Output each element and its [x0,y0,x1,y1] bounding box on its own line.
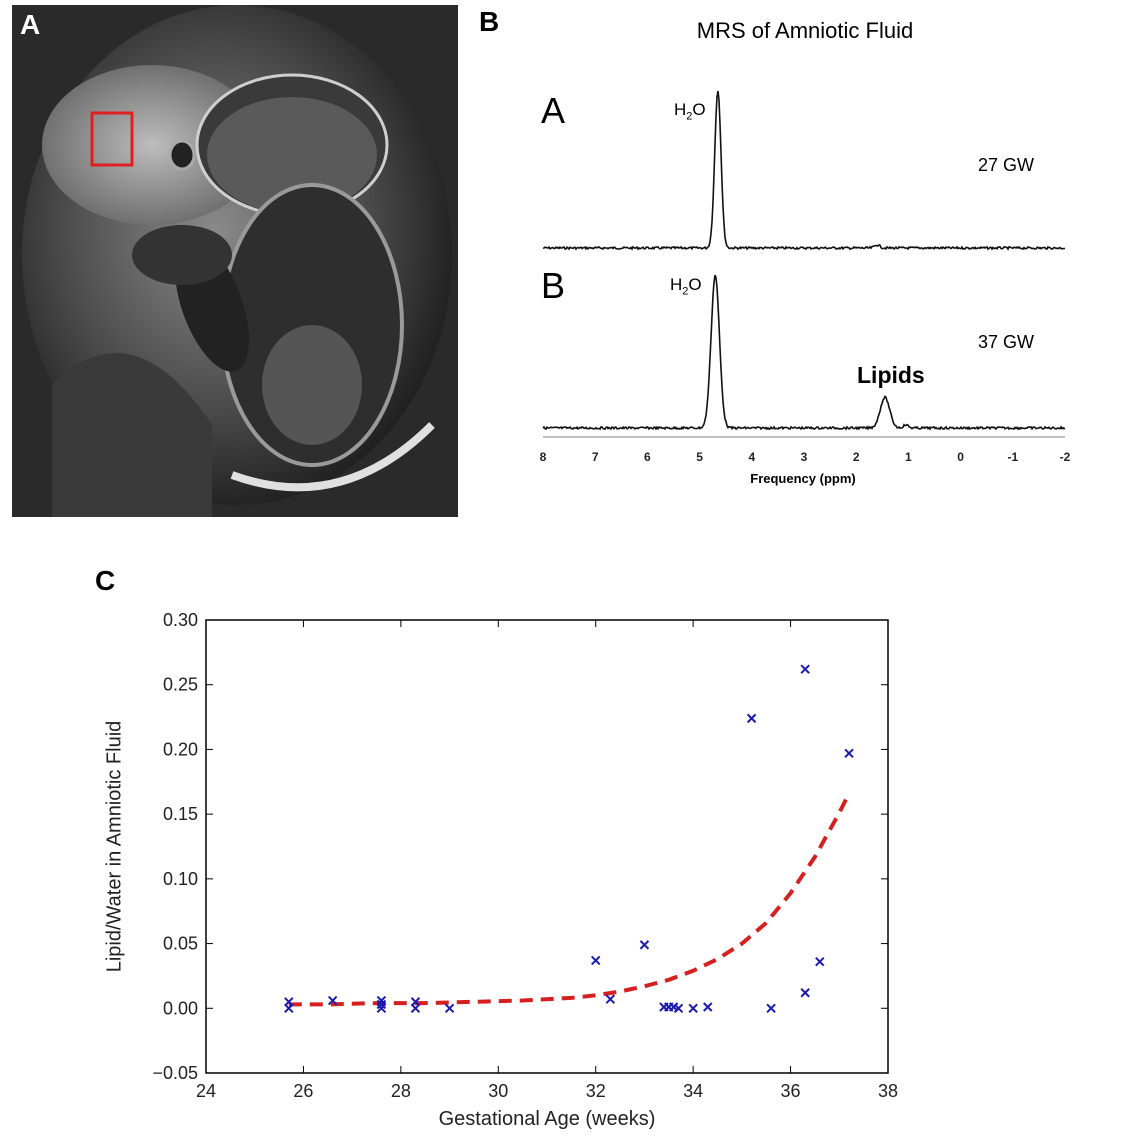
spectra-x-tick: 5 [696,450,703,464]
y-tick-label: −0.05 [152,1063,198,1083]
plot-frame [205,619,889,1074]
ga-label-b: 37 GW [978,332,1035,352]
data-point [327,995,338,1006]
data-point [703,1002,713,1012]
y-tick-label: 0.15 [163,804,198,824]
panel-b-label: B [479,6,500,37]
x-tick-label: 38 [878,1081,898,1101]
spectra-x-tick: 7 [592,450,599,464]
x-tick-label: 24 [196,1081,216,1101]
spectrum-b-label: B [541,265,566,306]
data-point [639,940,650,950]
x-tick-label: 26 [293,1081,313,1101]
data-point [766,1003,776,1013]
data-point [376,999,387,1010]
scatter-chart: 24 26 28 30 32 34 36 38 −0.05 0.00 0.05 0.10 0.15 0.2… [152,610,898,1101]
spectra-xlabel: Frequency (ppm) [750,471,856,486]
lipids-label: Lipids [857,362,925,388]
chart-xlabel: Gestational Age (weeks) [438,1108,656,1130]
y-tick-label: 0.25 [163,675,198,695]
data-point [800,664,810,674]
y-tick-label: 0.30 [163,610,198,630]
h2o-label-b: H2O [670,275,702,298]
data-point [376,1003,387,1013]
spectrum-trace-0 [542,90,1066,251]
x-tick-label: 32 [586,1081,606,1101]
panel-a: A [12,5,458,517]
data-point [444,1003,455,1013]
y-tick-label: 0.20 [163,739,198,759]
data-point [746,713,757,724]
data-point [410,1003,421,1013]
ga-label-a: 27 GW [978,155,1035,175]
spectra-x-tick: 4 [748,450,755,464]
fit-curve [288,792,851,1007]
data-point [815,956,825,967]
mri-image [12,5,458,517]
x-tick-label: 36 [781,1081,801,1101]
x-tick-label: 30 [488,1081,508,1101]
spectrum-trace-1 [542,274,1066,431]
data-point [844,748,854,759]
panel-a-label: A [20,9,41,40]
spectra-x-tick: 0 [957,450,964,464]
spectra-title: MRS of Amniotic Fluid [696,18,914,43]
spectra-x-tick: 2 [853,450,860,464]
spectra-plot: 8 7 6 5 4 3 2 1 0 -1 -2 [540,90,1071,464]
data-point [591,955,601,966]
data-point [376,995,387,1006]
data-point [800,988,810,998]
spectrum-a-label: A [541,90,566,131]
spectra-x-tick: -1 [1007,450,1018,464]
spectra-x-tick: 3 [801,450,808,464]
data-point [284,1003,294,1013]
data-point [688,1003,698,1013]
y-tick-label: 0.05 [163,934,198,954]
y-tick-label: 0.00 [163,998,198,1018]
spectra-x-tick: 1 [905,450,912,464]
spectra-x-tick: -2 [1060,450,1071,464]
chart-ylabel: Lipid/Water in Amniotic Fluid [103,720,126,973]
h2o-label-a: H2O [674,100,706,123]
spectra-x-tick: 8 [540,450,547,464]
data-point [673,1003,684,1013]
data-point [605,994,616,1004]
y-tick-label: 0.10 [163,869,198,889]
x-tick-label: 28 [391,1081,411,1101]
x-tick-label: 34 [683,1081,703,1101]
spectra-x-tick: 6 [644,450,651,464]
panel-c-label: C [95,565,116,596]
roi-box [90,111,134,167]
